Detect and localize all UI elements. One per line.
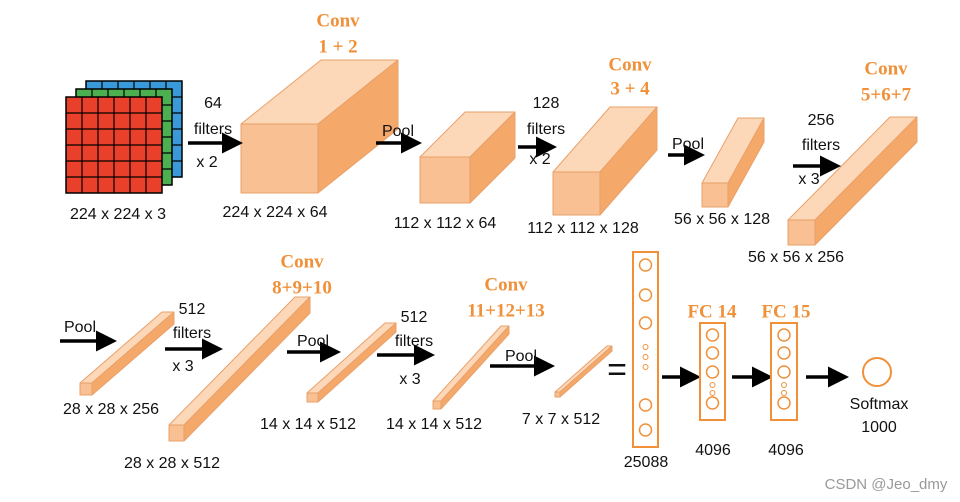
neuron-dot bbox=[642, 354, 649, 360]
neuron bbox=[777, 346, 791, 360]
pool-label: Pool bbox=[297, 333, 329, 350]
dimension: 7 x 7 x 512 bbox=[522, 411, 600, 428]
filter-word: filters bbox=[527, 121, 565, 138]
filter-count: 256 bbox=[808, 112, 835, 129]
conv-layers: 1 + 2 bbox=[318, 36, 357, 57]
cuboid-front bbox=[306, 392, 319, 403]
neuron bbox=[705, 328, 720, 342]
neuron bbox=[777, 328, 791, 342]
cuboid-front bbox=[240, 123, 319, 194]
cuboid-front bbox=[79, 382, 93, 396]
watermark: CSDN @Jeo_dmy bbox=[825, 476, 948, 493]
neuron bbox=[638, 288, 653, 302]
dimension: 56 x 56 x 128 bbox=[674, 211, 770, 228]
fc-label: FC 14 bbox=[687, 301, 737, 322]
dimension: 28 x 28 x 256 bbox=[63, 401, 159, 418]
softmax-node bbox=[862, 357, 892, 387]
dimension: 4096 bbox=[695, 442, 731, 459]
filter-count: 512 bbox=[179, 301, 206, 318]
cuboid-front bbox=[552, 171, 601, 216]
dimension: 56 x 56 x 256 bbox=[748, 249, 844, 266]
dimension: 224 x 224 x 64 bbox=[223, 204, 328, 221]
neuron-dot bbox=[709, 390, 716, 396]
filter-word: filters bbox=[173, 325, 211, 342]
neuron bbox=[777, 365, 791, 379]
cuboid-side bbox=[91, 311, 175, 396]
neuron-dot bbox=[781, 382, 787, 388]
cuboid-front bbox=[554, 391, 561, 398]
dimension: 28 x 28 x 512 bbox=[124, 455, 220, 472]
cuboid-front bbox=[419, 156, 471, 204]
conv-title: Conv bbox=[280, 251, 324, 272]
conv-title: Conv bbox=[484, 274, 528, 295]
filter-times: x 2 bbox=[196, 154, 217, 171]
filter-times: x 3 bbox=[172, 358, 193, 375]
cuboid-top bbox=[432, 325, 510, 402]
fc-label: FC 15 bbox=[761, 301, 810, 322]
dimension: 14 x 14 x 512 bbox=[260, 416, 356, 433]
cuboid-side bbox=[559, 345, 613, 398]
neuron bbox=[638, 316, 653, 330]
dimension: 25088 bbox=[624, 454, 669, 471]
conv-layers: 3 + 4 bbox=[610, 78, 650, 99]
filter-word: filters bbox=[395, 333, 433, 350]
pool-label: Pool bbox=[505, 348, 537, 365]
filter-count: 64 bbox=[204, 95, 222, 112]
conv-title: Conv bbox=[864, 58, 908, 79]
cuboid-front bbox=[701, 182, 729, 208]
neuron bbox=[705, 365, 720, 379]
filter-times: x 2 bbox=[529, 151, 550, 168]
cuboid-front bbox=[432, 400, 442, 410]
filter-word: filters bbox=[802, 137, 840, 154]
filter-count: 512 bbox=[401, 309, 428, 326]
dimension: 224 x 224 x 3 bbox=[70, 206, 166, 223]
pool-label: Pool bbox=[382, 123, 414, 140]
pool-label: Pool bbox=[64, 319, 96, 336]
softmax-size: 1000 bbox=[861, 419, 897, 436]
filter-times: x 3 bbox=[399, 371, 420, 388]
conv-layers: 8+9+10 bbox=[272, 277, 332, 298]
neuron bbox=[705, 346, 720, 360]
neuron bbox=[638, 398, 653, 412]
neuron bbox=[638, 258, 653, 272]
conv-title: Conv bbox=[316, 10, 360, 31]
conv-title: Conv bbox=[608, 54, 652, 75]
neuron-dot bbox=[709, 382, 716, 388]
conv-layers: 11+12+13 bbox=[467, 300, 545, 321]
filter-count: 128 bbox=[533, 95, 560, 112]
neuron bbox=[705, 396, 720, 410]
neuron-dot bbox=[781, 390, 787, 396]
neuron bbox=[777, 396, 791, 410]
dimension: 112 x 112 x 128 bbox=[527, 220, 639, 237]
dimension: 14 x 14 x 512 bbox=[386, 416, 482, 433]
neuron-dot bbox=[642, 364, 649, 370]
equals-sign: = bbox=[607, 351, 627, 389]
neuron bbox=[638, 423, 653, 437]
filter-word: filters bbox=[194, 121, 232, 138]
cuboid-front bbox=[168, 424, 185, 442]
shapes bbox=[60, 59, 918, 448]
filter-times: x 3 bbox=[798, 171, 819, 188]
dimension: 112 x 112 x 64 bbox=[394, 215, 497, 232]
softmax-label: Softmax bbox=[850, 396, 909, 413]
conv-layers: 5+6+7 bbox=[861, 84, 912, 105]
cuboid-side bbox=[317, 322, 397, 403]
pool-label: Pool bbox=[672, 136, 704, 153]
dimension: 4096 bbox=[768, 442, 804, 459]
cuboid-front bbox=[787, 219, 816, 246]
neuron-dot bbox=[642, 344, 649, 350]
